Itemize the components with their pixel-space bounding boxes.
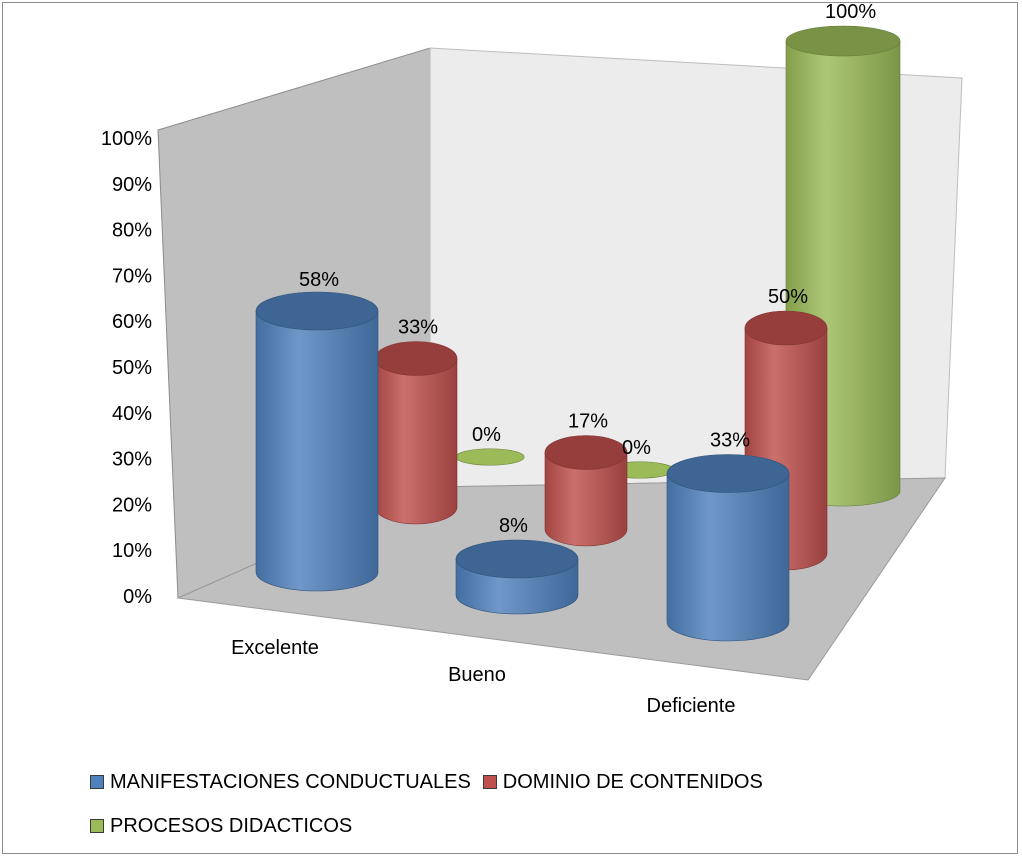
- data-label: 33%: [710, 430, 750, 452]
- data-label: 100%: [825, 1, 876, 23]
- data-label: 58%: [299, 269, 339, 291]
- bar-0-2: [666, 454, 790, 642]
- category-label: Bueno: [448, 664, 506, 686]
- bar-top: [666, 454, 790, 493]
- bar-1-0: [374, 341, 458, 525]
- y-tick-label: 40%: [112, 403, 152, 425]
- legend-item-manifestaciones: MANIFESTACIONES CONDUCTUALES: [90, 771, 471, 794]
- data-labels: 0% 0% 100% 33% 17% 50% 58% 8% 33%: [299, 1, 876, 537]
- legend-label-dominio: DOMINIO DE CONTENIDOS: [502, 770, 763, 793]
- y-tick-label: 50%: [112, 357, 152, 379]
- legend-row-2: PROCESOS DIDACTICOS: [90, 804, 990, 848]
- y-tick-label: 0%: [123, 586, 152, 608]
- bar-flat: [455, 448, 525, 466]
- legend-item-procesos: PROCESOS DIDACTICOS: [90, 815, 352, 838]
- bar-body: [374, 358, 458, 525]
- data-label: 50%: [768, 286, 808, 308]
- bar-body: [544, 452, 628, 547]
- bar-top: [544, 435, 628, 470]
- y-tick-label: 10%: [112, 540, 152, 562]
- data-label: 0%: [472, 424, 501, 446]
- legend-item-dominio: DOMINIO DE CONTENIDOS: [482, 770, 763, 794]
- legend-swatch-dominio: [482, 775, 497, 789]
- y-tick-label: 80%: [112, 220, 152, 242]
- bar-1-1: [544, 435, 628, 547]
- bar-top: [374, 341, 458, 376]
- legend-swatch-procesos: [90, 819, 104, 833]
- bar-0-1: [455, 539, 579, 615]
- legend: MANIFESTACIONES CONDUCTUALES DOMINIO DE …: [90, 760, 990, 848]
- chart-bars: [255, 25, 901, 642]
- legend-label-procesos: PROCESOS DIDACTICOS: [110, 814, 353, 837]
- data-label: 8%: [499, 515, 528, 537]
- x-axis-categories: Excelente Bueno Deficiente: [231, 637, 735, 717]
- bar-0-0: [255, 291, 379, 592]
- data-label: 0%: [622, 437, 651, 459]
- bar-body: [255, 310, 379, 592]
- data-label: 17%: [568, 411, 608, 433]
- y-axis-ticks: 0% 10% 20% 30% 40% 50% 60% 70% 80% 90% 100%: [101, 128, 152, 608]
- bar-body: [666, 473, 790, 642]
- bar-top: [255, 291, 379, 331]
- category-label: Excelente: [231, 637, 319, 659]
- bar-2-0: [455, 448, 525, 466]
- legend-label-manifestaciones: MANIFESTACIONES CONDUCTUALES: [110, 770, 471, 793]
- bar-top: [455, 539, 579, 579]
- y-tick-label: 90%: [112, 174, 152, 196]
- y-tick-label: 60%: [112, 311, 152, 333]
- bar-top: [785, 25, 901, 57]
- category-label: Deficiente: [647, 695, 736, 717]
- bar-top: [744, 310, 828, 346]
- data-label: 33%: [398, 317, 438, 339]
- y-tick-label: 70%: [112, 265, 152, 287]
- legend-row-1: MANIFESTACIONES CONDUCTUALES DOMINIO DE …: [90, 760, 990, 804]
- y-tick-label: 100%: [101, 128, 152, 150]
- legend-swatch-manifestaciones: [90, 775, 104, 789]
- y-tick-label: 30%: [112, 449, 152, 471]
- y-tick-label: 20%: [112, 494, 152, 516]
